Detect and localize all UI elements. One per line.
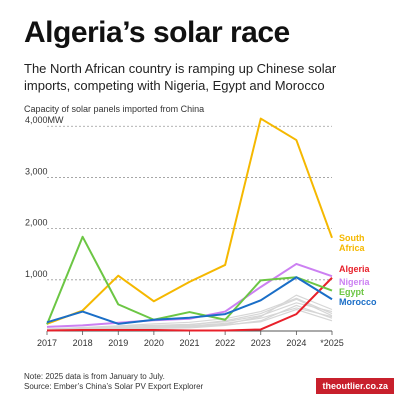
series-label: South [339,233,365,243]
series-label: Algeria [339,264,371,274]
x-tick-label: 2022 [215,338,235,348]
x-tick-label: 2017 [37,338,57,348]
background-series-line [46,308,333,331]
series-label: Africa [339,243,366,253]
series-label: Nigeria [339,277,371,287]
footer-source: Source: Ember’s China’s Solar PV Export … [24,382,204,391]
series-label: Egypt [339,287,364,297]
y-axis-label: Capacity of solar panels imported from C… [24,104,205,114]
footer-note: Note: 2025 data is from January to July. [24,372,165,381]
series-line [46,262,333,328]
x-tick-label: *2025 [320,338,344,348]
x-tick-label: 2024 [286,338,306,348]
brand-badge[interactable]: theoutlier.co.za [316,378,394,394]
y-tick-label: 4,000MW [25,115,64,125]
series-line [46,276,333,325]
y-tick-label: 1,000 [25,269,48,279]
chart-footer: Note: 2025 data is from January to July.… [24,372,203,392]
series-line [46,117,333,325]
chart-subtitle: The North African country is ramping up … [24,61,337,93]
chart-title: Algeria’s solar race [24,16,290,49]
series-line [46,277,333,332]
series-line [46,235,333,325]
series-label: Morocco [339,297,377,307]
x-tick-label: 2018 [73,338,93,348]
x-tick-label: 2021 [179,338,199,348]
x-tick-label: 2020 [144,338,164,348]
background-series-line [46,297,333,330]
x-tick-label: 2019 [108,338,128,348]
x-tick-label: 2023 [251,338,271,348]
y-tick-label: 2,000 [25,218,48,228]
y-tick-label: 3,000 [25,166,48,176]
